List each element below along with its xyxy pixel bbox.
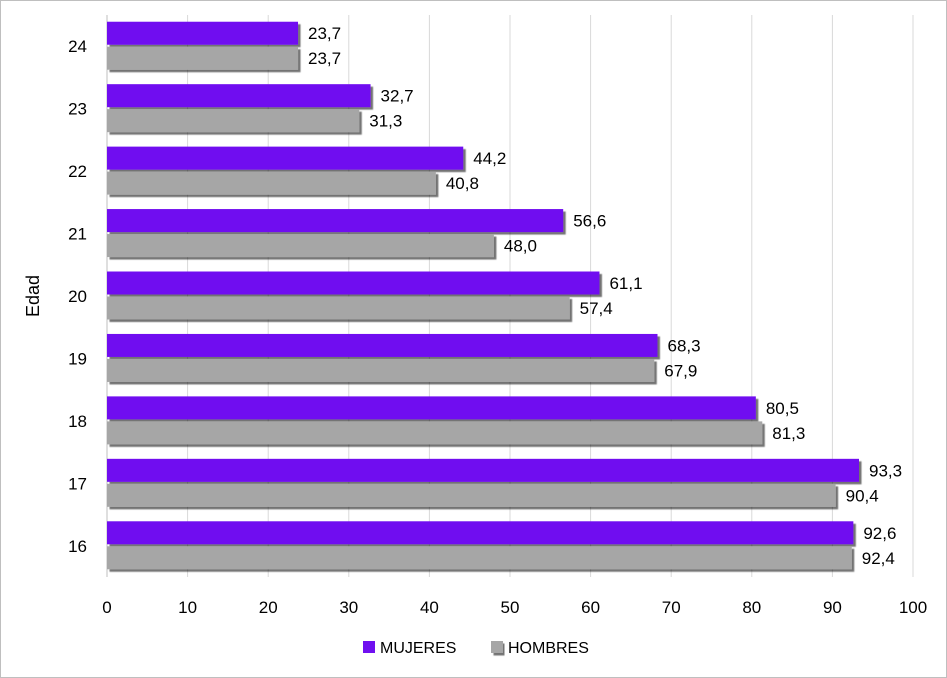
bar-mujeres-24: [107, 21, 299, 45]
bars: [107, 21, 859, 570]
y-tick-label: 20: [68, 287, 87, 306]
y-tick-label: 23: [68, 100, 87, 119]
x-tick-label: 20: [259, 598, 278, 617]
data-label-mujeres-20: 61,1: [609, 274, 642, 293]
data-label-hombres-20: 57,4: [580, 299, 613, 318]
y-tick-label: 21: [68, 225, 87, 244]
bar-mujeres-20: [107, 271, 600, 295]
data-label-hombres-19: 67,9: [664, 361, 697, 380]
data-label-hombres-22: 40,8: [446, 174, 479, 193]
bar-mujeres-23: [107, 84, 371, 108]
data-label-mujeres-22: 44,2: [473, 149, 506, 168]
data-label-hombres-23: 31,3: [369, 112, 402, 131]
data-label-hombres-21: 48,0: [504, 237, 537, 256]
bar-mujeres-18: [107, 396, 756, 420]
data-label-mujeres-19: 68,3: [667, 336, 700, 355]
legend: MUJERES HOMBRES: [363, 640, 589, 657]
x-tick-label: 30: [339, 598, 358, 617]
x-tick-label: 0: [102, 598, 111, 617]
y-axis-label: Edad: [23, 275, 43, 317]
bar-mujeres-19: [107, 333, 658, 357]
data-label-mujeres-21: 56,6: [573, 212, 606, 231]
bar-hombres-16: [107, 546, 852, 570]
data-label-hombres-16: 92,4: [862, 549, 895, 568]
data-label-mujeres-18: 80,5: [766, 399, 799, 418]
legend-label-hombres: HOMBRES: [508, 640, 589, 657]
x-tick-label: 70: [662, 598, 681, 617]
data-label-mujeres-23: 32,7: [381, 87, 414, 106]
bar-hombres-21: [107, 234, 494, 258]
y-tick-label: 19: [68, 349, 87, 368]
y-tick-label: 16: [68, 537, 87, 556]
y-tick-label: 17: [68, 474, 87, 493]
data-label-hombres-18: 81,3: [772, 424, 805, 443]
data-label-mujeres-24: 23,7: [308, 24, 341, 43]
data-labels: 92,6 92,4 93,3 90,4 80,5 81,3 68,3 67,9 61,1 57,4…: [308, 24, 902, 568]
x-tick-label: 50: [501, 598, 520, 617]
legend-swatch-hombres: [491, 641, 503, 653]
x-tick-label: 60: [581, 598, 600, 617]
y-tick-label: 18: [68, 412, 87, 431]
x-tick-label: 80: [742, 598, 761, 617]
bar-hombres-17: [107, 483, 836, 507]
x-axis-ticks: 0 10 20 30 40 50 60 70 80 90 100: [102, 598, 927, 617]
x-tick-label: 100: [899, 598, 927, 617]
bar-mujeres-17: [107, 458, 859, 482]
y-axis-ticks: 16 17 18 19 20 21 22 23 24: [68, 37, 87, 556]
bar-hombres-18: [107, 421, 763, 445]
x-tick-label: 10: [178, 598, 197, 617]
bar-mujeres-16: [107, 521, 854, 545]
bar-mujeres-22: [107, 146, 464, 170]
data-label-mujeres-17: 93,3: [869, 461, 902, 480]
x-tick-label: 40: [420, 598, 439, 617]
data-label-mujeres-16: 92,6: [863, 524, 896, 543]
data-label-hombres-17: 90,4: [846, 486, 879, 505]
data-label-hombres-24: 23,7: [308, 49, 341, 68]
legend-label-mujeres: MUJERES: [380, 640, 456, 657]
bar-hombres-24: [107, 46, 299, 70]
x-tick-label: 90: [823, 598, 842, 617]
gridlines: [106, 15, 914, 577]
bar-hombres-19: [107, 358, 655, 382]
bar-hombres-20: [107, 296, 570, 320]
bar-mujeres-21: [107, 209, 564, 233]
bar-hombres-22: [107, 171, 436, 195]
bar-hombres-23: [107, 109, 360, 133]
y-tick-label: 24: [68, 37, 87, 56]
y-tick-label: 22: [68, 162, 87, 181]
legend-swatch-mujeres: [363, 641, 375, 653]
